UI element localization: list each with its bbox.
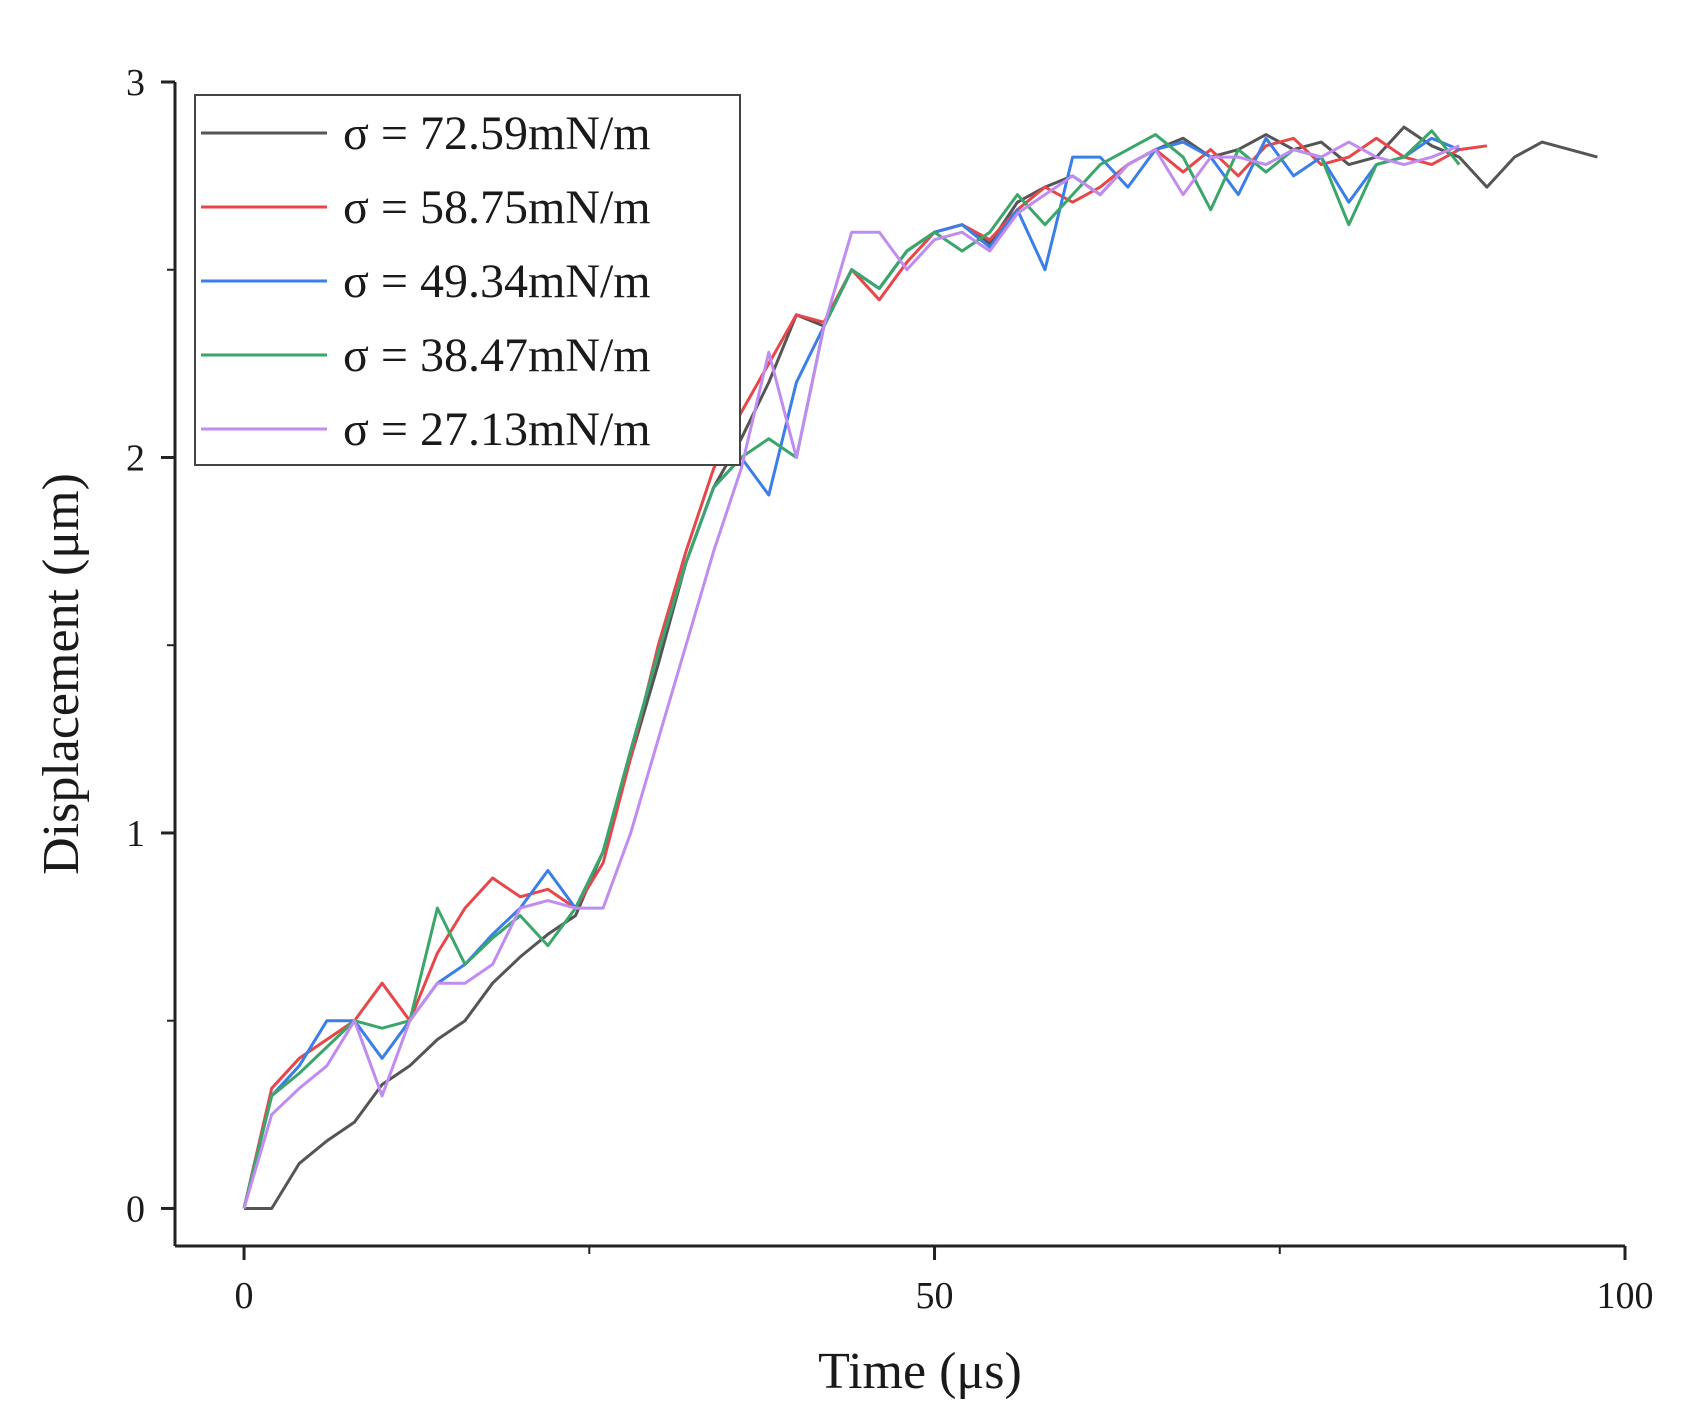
x-tick-label: 0 [235, 1275, 254, 1317]
ticks-layer: 0 50 100 0 1 2 3 [126, 62, 1654, 1317]
axes-layer [173, 82, 1625, 1248]
x-tick-label: 100 [1597, 1275, 1654, 1317]
series-line-4 [242, 129, 1461, 1209]
legend: σ = 72.59mN/m σ = 58.75mN/m σ = 49.34mN/m σ… [194, 94, 741, 466]
y-axis-title: Displacement (μm) [33, 473, 90, 875]
x-axis-title: Time (μs) [818, 1343, 1022, 1400]
legend-label-4: σ = 38.47mN/m [343, 329, 651, 382]
y-tick-label: 3 [126, 62, 145, 104]
series-line-2 [242, 136, 1488, 1209]
y-tick-label: 0 [126, 1188, 145, 1230]
series-line-5 [242, 140, 1460, 1209]
legend-label-3: σ = 49.34mN/m [343, 255, 651, 308]
legend-label-1: σ = 72.59mN/m [343, 107, 651, 160]
y-tick-label: 2 [126, 437, 145, 479]
y-tick-label: 1 [126, 813, 145, 855]
series-layer [242, 125, 1598, 1210]
legend-label-5: σ = 27.13mN/m [343, 403, 651, 456]
x-tick-label: 50 [916, 1275, 954, 1317]
legend-label-2: σ = 58.75mN/m [343, 181, 651, 234]
